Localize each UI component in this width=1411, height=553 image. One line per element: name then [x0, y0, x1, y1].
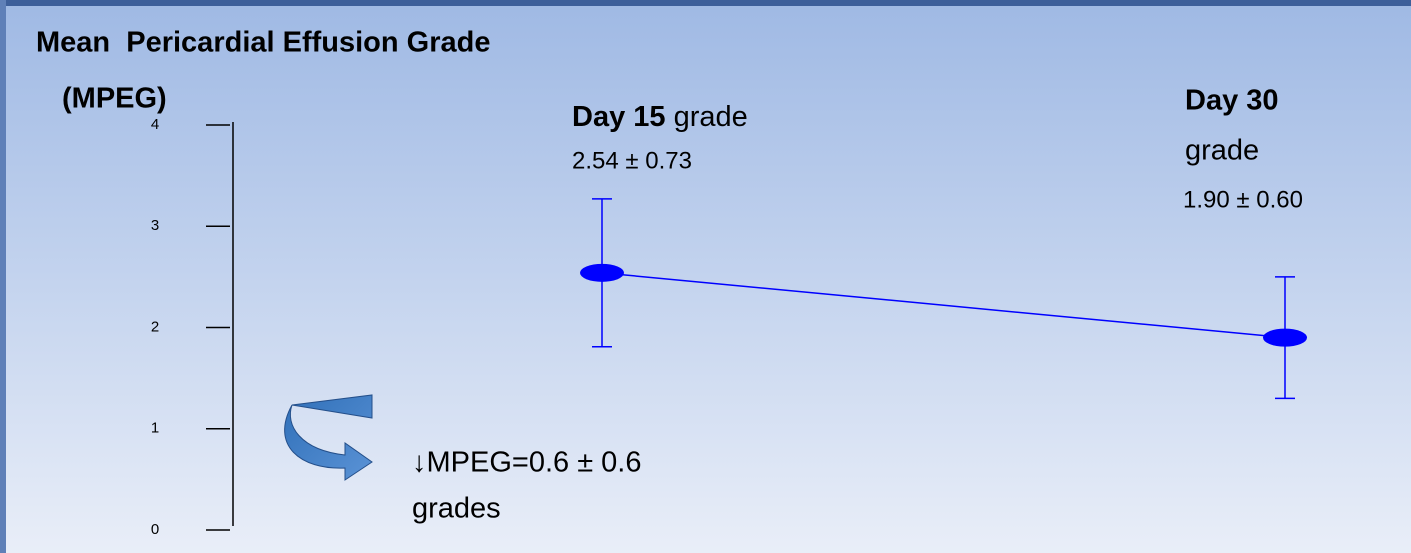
chart-subtitle: (MPEG)	[62, 83, 167, 115]
point	[1263, 328, 1307, 347]
value-label: 1.90 ± 0.60	[1183, 186, 1303, 213]
category-name: Day 15	[572, 101, 666, 133]
point	[580, 263, 624, 282]
chart-title: Mean Pericardial Effusion Grade	[36, 27, 490, 59]
y-tick-label: 1	[151, 420, 159, 437]
y-tick-label: 3	[151, 217, 159, 234]
y-tick-label: 4	[151, 116, 159, 133]
left-strip	[0, 0, 6, 553]
y-tick-label: 0	[151, 521, 159, 538]
category-label: Day 15 grade	[572, 101, 748, 133]
top-strip	[0, 0, 1411, 6]
curved-arrow-icon	[284, 394, 373, 481]
category-name: Day 30	[1185, 85, 1279, 117]
y-tick-label: 2	[151, 318, 159, 335]
value-label: 2.54 ± 0.73	[572, 147, 692, 174]
category-note: grade	[1185, 135, 1259, 167]
annotation: grades	[412, 493, 501, 525]
line	[601, 272, 1286, 339]
annotation: ↓MPEG=0.6 ± 0.6	[412, 447, 642, 479]
category-note: grade	[674, 101, 748, 133]
